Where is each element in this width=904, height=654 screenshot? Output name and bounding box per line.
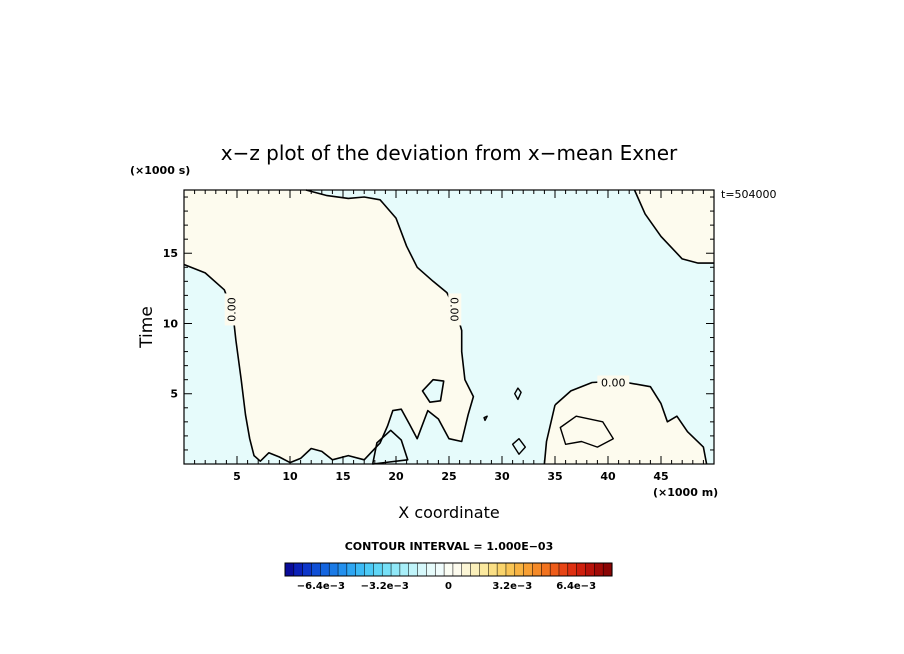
colorbar-swatch (602, 562, 613, 577)
colorbar-swatch (496, 562, 507, 577)
colorbar-swatch (549, 562, 560, 577)
colorbar-tick-label: −3.2e−3 (361, 581, 409, 592)
x-tick-label: 15 (335, 470, 350, 483)
x-axis-ticks: 5 10 15 20 25 30 35 40 45 (233, 470, 668, 483)
x-tick-label: 20 (388, 470, 404, 483)
colorbar-swatch (558, 562, 569, 577)
contour-label: 0.00 (226, 297, 239, 322)
zero-contour-line (183, 189, 475, 464)
colorbar-tick-label: 0 (445, 581, 452, 592)
y-tick-label: 15 (163, 247, 178, 260)
x-tick-label: 5 (233, 470, 241, 483)
plot-area (184, 190, 714, 465)
colorbar-border (284, 562, 613, 577)
colorbar-swatch (417, 562, 427, 577)
colorbar-tick-label: 6.4e−3 (556, 581, 596, 592)
contour-label-group: 0.00 (447, 293, 462, 326)
colorbar-swatch (532, 562, 542, 577)
colorbar-swatch (541, 562, 551, 577)
colorbar-swatch (567, 562, 578, 577)
colorbar-swatch (293, 562, 304, 577)
colorbar: −6.4e−3 −3.2e−3 0 3.2e−3 6.4e−3 (284, 562, 613, 592)
x-tick-label: 40 (600, 470, 616, 483)
zero-contour-loop (559, 415, 614, 448)
colorbar-tick-label: 3.2e−3 (492, 581, 532, 592)
colorbar-swatch (434, 562, 445, 577)
x-tick-label: 30 (494, 470, 510, 483)
negative-island (421, 378, 445, 404)
colorbar-swatch (381, 562, 392, 577)
y-tick-label: 10 (163, 317, 179, 330)
colorbar-swatch (488, 562, 498, 577)
positive-region-upper-right (634, 190, 714, 264)
colorbar-swatch (337, 562, 348, 577)
colorbar-swatch (311, 562, 321, 577)
colorbar-swatch (328, 562, 339, 577)
x-tick-label: 25 (441, 470, 456, 483)
colorbar-swatch (408, 562, 419, 577)
colorbar-title: CONTOUR INTERVAL = 1.000E−03 (345, 540, 554, 553)
colorbar-swatch (585, 562, 595, 577)
zero-contour-line (633, 189, 714, 264)
contour-label-bg (224, 293, 238, 326)
zero-contour-line (554, 380, 708, 465)
y-tick-label: 5 (170, 388, 178, 401)
colorbar-swatch (443, 562, 454, 577)
colorbar-swatch (514, 562, 525, 577)
colorbar-swatch (479, 562, 489, 577)
time-stamp: t=504000 (721, 188, 777, 201)
x-unit-label: (×1000 m) (653, 486, 718, 499)
contour-label-group: 0.00 (224, 293, 239, 326)
zero-contour-loop (483, 415, 488, 422)
colorbar-swatch (452, 562, 463, 577)
x-tick-label: 35 (547, 470, 562, 483)
colorbar-swatch (576, 562, 587, 577)
colorbar-swatch (399, 562, 410, 577)
contour-label: 0.00 (601, 377, 626, 390)
zero-contour-loop (511, 438, 526, 455)
plot-frame (183, 189, 715, 465)
colorbar-swatch (284, 562, 295, 577)
colorbar-swatch (364, 562, 374, 577)
colorbar-swatch (461, 562, 472, 577)
zero-contour-loop (514, 387, 522, 401)
x-tick-label: 10 (282, 470, 298, 483)
chart-title: x−z plot of the deviation from x−mean Ex… (221, 141, 678, 165)
colorbar-swatch (320, 562, 330, 577)
contour-label-group: 0.00 (597, 375, 630, 390)
colorbar-swatch (302, 562, 313, 577)
colorbar-swatch (355, 562, 366, 577)
colorbar-swatch (390, 562, 401, 577)
zero-contour-line (543, 404, 556, 465)
contour-labels: 0.00 0.00 0.00 (224, 293, 630, 390)
y-axis-ticks: 5 10 15 (163, 247, 179, 401)
y-unit-label: (×1000 s) (130, 164, 190, 177)
y-axis-label: Time (137, 306, 157, 349)
contour-lines (183, 189, 714, 465)
colorbar-tick-label: −6.4e−3 (297, 581, 345, 592)
positive-region-left (184, 190, 474, 463)
colorbar-swatch (470, 562, 480, 577)
contour-label-bg (597, 375, 630, 389)
colorbar-swatch (346, 562, 357, 577)
contour-label-bg (448, 293, 462, 326)
colorbar-swatch (523, 562, 534, 577)
colorbar-swatch (426, 562, 436, 577)
colorbar-swatch (594, 562, 604, 577)
contour-label: 0.00 (447, 297, 460, 322)
colorbar-swatch (373, 562, 383, 577)
colorbar-swatch (505, 562, 516, 577)
x-axis-label: X coordinate (398, 503, 499, 522)
x-tick-label: 45 (653, 470, 668, 483)
